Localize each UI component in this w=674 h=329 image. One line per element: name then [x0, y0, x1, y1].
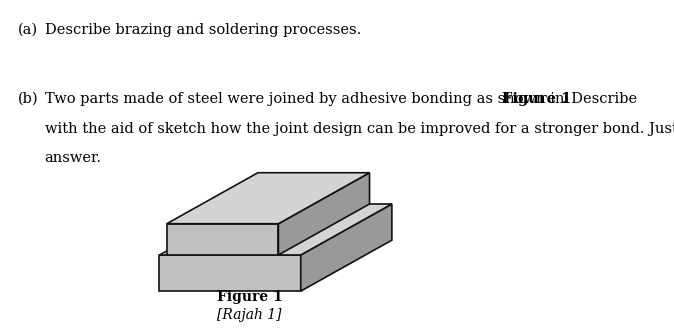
- Polygon shape: [301, 204, 392, 291]
- Polygon shape: [160, 204, 392, 255]
- Polygon shape: [160, 255, 301, 291]
- Text: Two parts made of steel were joined by adhesive bonding as shown in: Two parts made of steel were joined by a…: [44, 92, 569, 106]
- Text: Figure 1: Figure 1: [502, 92, 572, 106]
- Text: with the aid of sketch how the joint design can be improved for a stronger bond.: with the aid of sketch how the joint des…: [44, 122, 674, 136]
- Text: Describe brazing and soldering processes.: Describe brazing and soldering processes…: [44, 23, 361, 37]
- Text: answer.: answer.: [44, 151, 102, 165]
- Text: (b): (b): [18, 92, 39, 106]
- Polygon shape: [278, 173, 369, 255]
- Text: Figure 1: Figure 1: [217, 290, 282, 304]
- Text: (a): (a): [18, 23, 38, 37]
- Polygon shape: [166, 173, 369, 224]
- Text: [Rajah 1]: [Rajah 1]: [218, 308, 282, 322]
- Text: . Describe: . Describe: [562, 92, 638, 106]
- Polygon shape: [166, 224, 278, 255]
